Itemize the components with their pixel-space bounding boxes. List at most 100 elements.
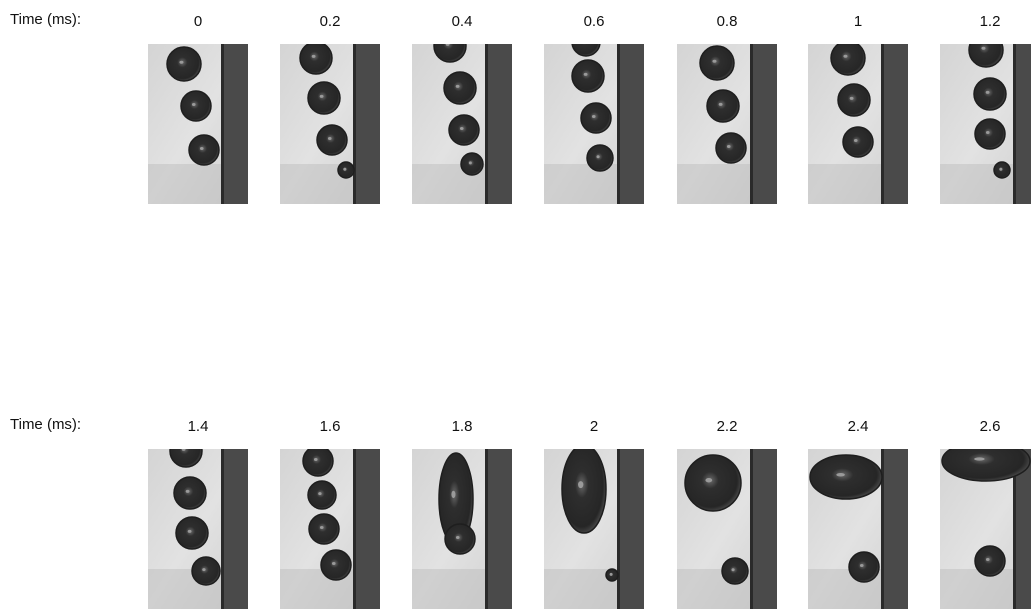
bubble bbox=[707, 90, 739, 122]
row-label: Time (ms): bbox=[10, 416, 81, 433]
bubble-highlight bbox=[202, 568, 205, 571]
bubble bbox=[969, 33, 1003, 67]
bubble bbox=[170, 435, 202, 467]
bubble-highlight bbox=[584, 73, 588, 76]
bubble bbox=[942, 441, 1030, 481]
frame-content bbox=[940, 441, 1031, 609]
wall bbox=[485, 44, 512, 204]
wall bbox=[617, 449, 644, 609]
wall bbox=[221, 449, 248, 609]
bubble bbox=[849, 552, 879, 582]
bubble-highlight bbox=[332, 562, 336, 565]
frame-content bbox=[280, 42, 380, 204]
bubble bbox=[685, 455, 741, 511]
bubble-highlight bbox=[200, 147, 204, 150]
wall bbox=[750, 44, 777, 204]
bubble bbox=[308, 82, 340, 114]
bubble-highlight bbox=[320, 526, 324, 529]
time-label: 0.2 bbox=[320, 13, 341, 30]
time-label: 1.8 bbox=[452, 418, 473, 435]
frame-content bbox=[280, 446, 380, 609]
bubble-highlight bbox=[727, 145, 731, 148]
frame-content bbox=[677, 44, 777, 204]
bubble bbox=[581, 103, 611, 133]
bubble bbox=[192, 557, 220, 585]
frame-content bbox=[412, 30, 512, 204]
bubble-highlight bbox=[836, 473, 845, 477]
wall bbox=[881, 44, 908, 204]
bubble bbox=[562, 445, 606, 533]
wall-edge bbox=[1013, 44, 1016, 204]
bubble bbox=[303, 446, 333, 476]
wall-edge bbox=[750, 44, 753, 204]
time-label: 2.2 bbox=[717, 418, 738, 435]
frame-photo bbox=[677, 449, 777, 609]
bubble-highlight bbox=[850, 97, 854, 100]
bubble bbox=[434, 30, 466, 62]
frame-photo bbox=[148, 44, 248, 204]
bubble bbox=[572, 60, 604, 92]
wall bbox=[353, 44, 380, 204]
bubble bbox=[444, 72, 476, 104]
frame-content bbox=[940, 33, 1031, 204]
time-label: 1.6 bbox=[320, 418, 341, 435]
frame-photo bbox=[940, 441, 1031, 609]
frame-photo bbox=[808, 41, 908, 204]
bubble bbox=[167, 47, 201, 81]
frame-content bbox=[148, 435, 248, 609]
frame-content bbox=[544, 28, 644, 204]
figure: Time (ms):00.20.40.60.811.2Time (ms):1.4… bbox=[0, 0, 1031, 609]
bubble-highlight bbox=[592, 115, 596, 118]
bubble-highlight bbox=[451, 491, 455, 498]
bubble-highlight bbox=[860, 564, 864, 567]
frame-content bbox=[808, 41, 908, 204]
row-label: Time (ms): bbox=[10, 11, 81, 28]
bubble-highlight bbox=[320, 95, 324, 98]
bubble bbox=[176, 517, 208, 549]
bubble-highlight bbox=[182, 448, 186, 451]
frame-photo bbox=[677, 44, 777, 204]
bubble-highlight bbox=[192, 103, 196, 106]
frame-photo bbox=[280, 446, 380, 609]
wall-edge bbox=[617, 449, 620, 609]
wall bbox=[750, 449, 777, 609]
wall bbox=[617, 44, 644, 204]
time-label: 0.8 bbox=[717, 13, 738, 30]
frame-photo bbox=[808, 449, 908, 609]
bubble-highlight bbox=[188, 530, 192, 533]
wall bbox=[485, 449, 512, 609]
bubble bbox=[975, 119, 1005, 149]
bubble bbox=[810, 455, 882, 499]
bubble-highlight bbox=[456, 85, 460, 88]
time-label: 2.4 bbox=[848, 418, 869, 435]
bubble-highlight bbox=[610, 573, 613, 576]
bubble-highlight bbox=[318, 492, 321, 495]
bubble bbox=[831, 41, 865, 75]
bubble bbox=[974, 78, 1006, 110]
bubble-highlight bbox=[986, 131, 990, 134]
bubble bbox=[975, 546, 1005, 576]
frame-content bbox=[412, 449, 512, 609]
bubble-highlight bbox=[712, 60, 716, 63]
bubble-highlight bbox=[582, 39, 585, 42]
wall bbox=[221, 44, 248, 204]
time-label: 1 bbox=[854, 13, 862, 30]
time-label: 0 bbox=[194, 13, 202, 30]
bubble-highlight bbox=[596, 155, 599, 158]
bubble-highlight bbox=[999, 168, 1002, 171]
bubble bbox=[700, 46, 734, 80]
bubble-highlight bbox=[843, 55, 847, 58]
frame-content bbox=[544, 445, 644, 609]
bubble bbox=[838, 84, 870, 116]
frame-photo bbox=[148, 435, 248, 609]
frame-content bbox=[677, 449, 777, 609]
bubble bbox=[587, 145, 613, 171]
wall-edge bbox=[353, 449, 356, 609]
bubble bbox=[321, 550, 351, 580]
bubble bbox=[449, 115, 479, 145]
time-label: 1.4 bbox=[188, 418, 209, 435]
bubble-highlight bbox=[981, 47, 985, 50]
wall bbox=[881, 449, 908, 609]
bubble-highlight bbox=[719, 103, 723, 106]
time-label: 0.6 bbox=[584, 13, 605, 30]
